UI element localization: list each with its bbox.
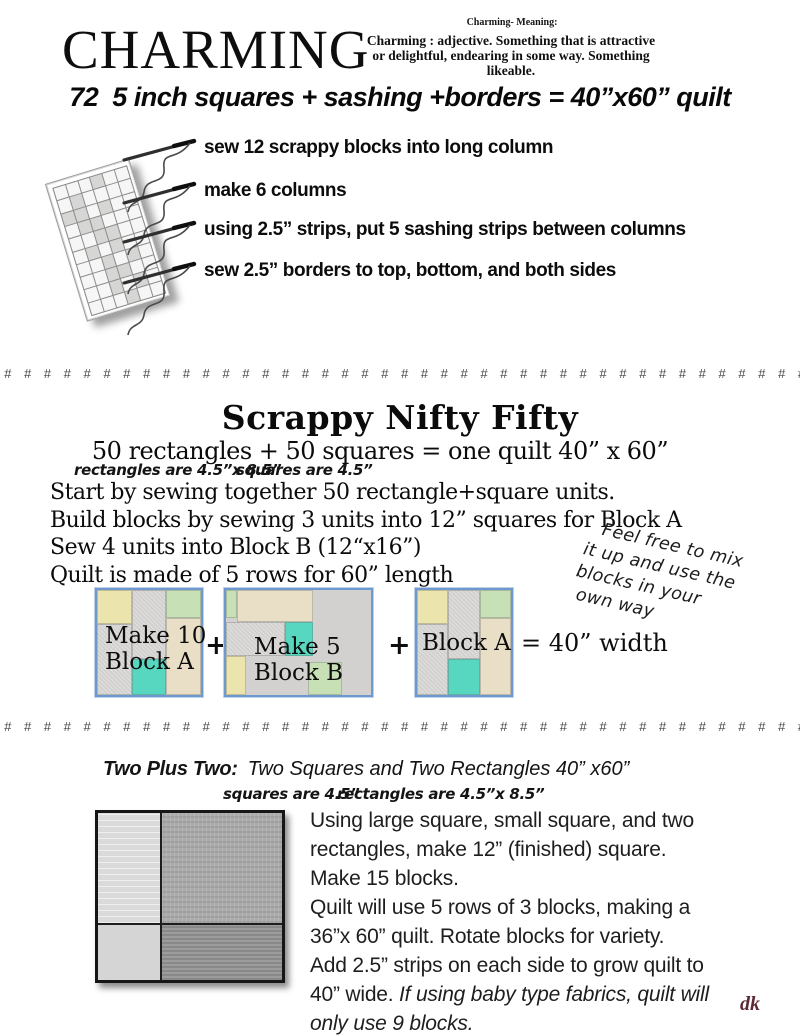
block-label-line: Block B — [253, 660, 344, 686]
patch-green — [166, 590, 202, 619]
step-item: make 6 columns — [118, 171, 347, 256]
patch-teal — [448, 659, 480, 695]
patch-green — [479, 590, 511, 619]
quilt-patch-large-square — [162, 813, 282, 923]
block-column — [479, 590, 511, 695]
plus-sign: + — [388, 630, 411, 661]
instruction-line: Using large square, small square, and tw… — [310, 809, 695, 832]
quilt-patch-small-square — [98, 925, 160, 980]
section-title-two-plus-two: Two Plus Two: Two Squares and Two Rectang… — [103, 758, 629, 781]
needle-thread-icon — [122, 138, 197, 213]
square-size-note: squares are 4.5” — [223, 785, 360, 803]
step-text: sew 12 scrappy blocks into long column — [204, 137, 554, 158]
step-text: sew 2.5” borders to top, bottom, and bot… — [204, 260, 616, 281]
step-text: using 2.5” strips, put 5 sashing strips … — [204, 219, 686, 240]
patch-gray — [448, 590, 480, 660]
patch-green — [308, 662, 342, 695]
scrappy-subtitle: 50 rectangles + 50 squares = one quilt 4… — [91, 437, 669, 465]
recipe-headline: 72 5 inch squares + sashing +borders = 4… — [69, 82, 731, 112]
needle-thread-icon — [122, 181, 197, 256]
rectangle-size-note: rectangles are 4.5”x 8.5” — [74, 461, 282, 479]
decorative-divider: # # # # # # # # # # # # # # # # # # # # … — [4, 719, 800, 734]
quilt-patch-light-rectangle — [98, 813, 160, 923]
scrappy-instructions: Start by sewing together 50 rectangle+sq… — [50, 479, 682, 589]
needle-thread-icon — [122, 261, 197, 336]
block-column — [166, 590, 202, 695]
step-item: using 2.5” strips, put 5 sashing strips … — [118, 210, 686, 295]
block-column — [131, 590, 167, 695]
instruction-line: Make 15 blocks. — [310, 867, 459, 890]
page-title: CHARMING — [62, 19, 370, 80]
instruction-line: Quilt is made of 5 rows for 60” length — [50, 562, 454, 588]
instruction-line: 40” wide. If using baby type fabrics, qu… — [310, 983, 709, 1006]
two-plus-two-subtitle: Two Squares and Two Rectangles 40” x60” — [247, 758, 630, 780]
instruction-line: rectangles, make 12” (finished) square. — [310, 838, 667, 861]
meaning-label: Charming- Meaning: — [466, 17, 558, 28]
patch-cream — [479, 618, 511, 695]
step-text: make 6 columns — [204, 180, 347, 201]
rectangle-size-note: rectangles are 4.5”x 8.5” — [337, 785, 545, 803]
patch-teal — [285, 622, 313, 656]
patch-teal — [131, 659, 167, 695]
instruction-line: Add 2.5” strips on each side to grow qui… — [310, 954, 704, 977]
patch-gray — [226, 622, 285, 656]
needle-thread-icon — [122, 220, 197, 295]
block-a-label: Make 10 Block A — [105, 623, 206, 675]
decorative-divider: # # # # # # # # # # # # # # # # # # # # … — [4, 366, 800, 381]
block-b-diagram: Make 5 Block B — [224, 588, 373, 697]
step-item: sew 2.5” borders to top, bottom, and bot… — [118, 251, 616, 336]
block-label-line: Make 10 — [105, 623, 207, 649]
square-size-note: squares are 4.5” — [236, 461, 373, 479]
two-plus-two-block-image — [95, 810, 285, 983]
two-plus-two-label: Two Plus Two: — [103, 758, 238, 780]
block-a2-label: Block A — [422, 630, 511, 656]
patch-yellow — [97, 590, 132, 624]
instruction-line: Start by sewing together 50 rectangle+sq… — [50, 480, 615, 505]
patch-cream — [166, 618, 202, 695]
instruction-line: Build blocks by sewing 3 units into 12” … — [50, 507, 682, 533]
instruction-line: 36”x 60” quilt. Rotate blocks for variet… — [310, 925, 665, 948]
block-b-label: Make 5 Block B — [254, 634, 343, 686]
patch-gray — [417, 623, 449, 695]
patch-yellow — [417, 590, 449, 624]
block-label-line: Make 5 — [253, 634, 341, 660]
instruction-line: only use 9 blocks. — [310, 1012, 474, 1035]
block-label-line: Block A — [105, 649, 194, 675]
patch-green — [226, 590, 237, 618]
instruction-line: Quilt will use 5 rows of 3 blocks, makin… — [310, 896, 691, 919]
two-plus-two-instructions: Using large square, small square, and tw… — [310, 806, 709, 1035]
patch-cream — [237, 590, 313, 622]
patch-gray — [97, 623, 132, 695]
author-signature: dk — [740, 993, 760, 1015]
block-column — [417, 590, 449, 695]
block-a-diagram-2: Block A — [415, 588, 513, 697]
patch-yellow — [226, 656, 246, 695]
quilt-patch-dark-rectangle — [162, 925, 282, 980]
block-column — [97, 590, 132, 695]
patch-gray — [131, 590, 167, 660]
plus-sign: + — [205, 630, 228, 661]
block-a-diagram: Make 10 Block A — [95, 588, 206, 697]
block-column — [448, 590, 480, 695]
section-title-scrappy: Scrappy Nifty Fifty — [221, 398, 579, 437]
definition-text: Charming : adjective. Something that is … — [366, 33, 656, 78]
step-item: sew 12 scrappy blocks into long column — [118, 128, 554, 213]
equals-width-text: = 40” width — [521, 629, 668, 657]
instruction-line: Sew 4 units into Block B (12“x16”) — [50, 535, 421, 560]
